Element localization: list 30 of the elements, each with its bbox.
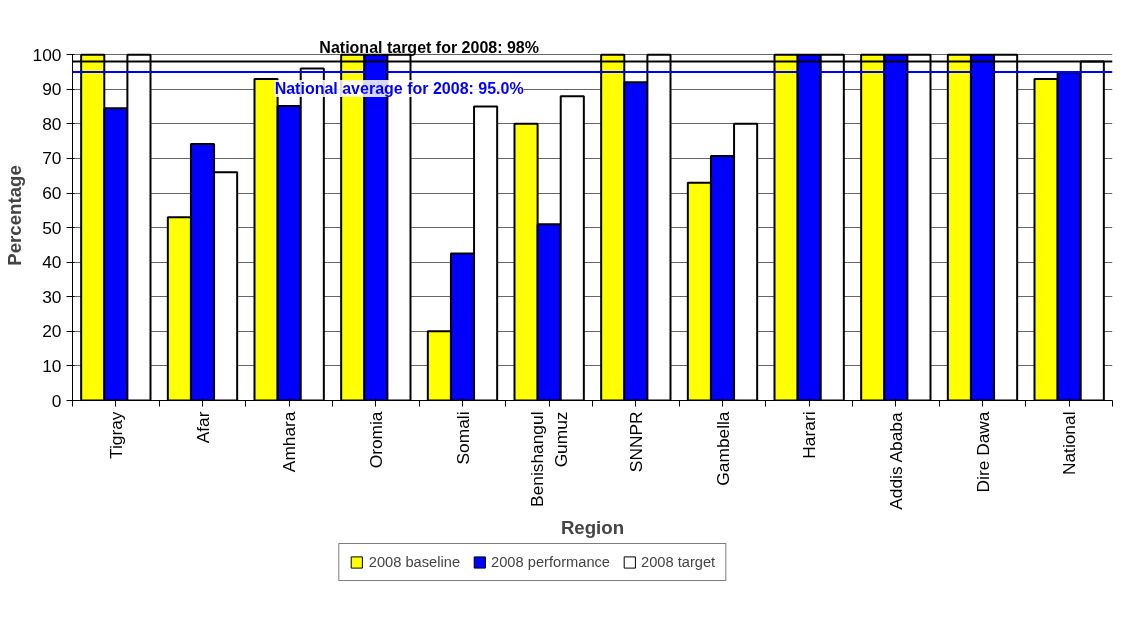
legend-label: 2008 target [641,554,716,570]
legend-label: 2008 performance [491,554,611,570]
x-tick-label: National [1059,411,1080,476]
y-tick-label: 60 [42,183,62,204]
x-tick-label: Benishangul Gumuz [527,411,572,507]
y-axis-title: Percentage [3,165,25,266]
y-tick-label: 80 [42,113,62,134]
y-tick-label: 40 [42,252,62,273]
x-tick-label: Dire Dawa [972,411,993,493]
x-tick-label: Amhara [279,411,300,473]
y-tick-label: 0 [51,390,62,411]
x-tick-label: Gambella [712,411,733,486]
x-tick-label: Oromia [365,411,386,469]
y-tick-label: 90 [42,79,62,100]
y-tick-label: 30 [42,286,62,307]
x-tick-label: Addis Ababa [885,412,906,510]
x-tick-label: Somali [452,411,473,465]
x-tick-label: Afar [192,411,213,444]
ref-line-label: National target for 2008: 98% [319,38,539,56]
x-tick-label: Tigray [105,411,126,459]
y-tick-label: 50 [42,217,62,238]
y-tick-label: 20 [42,321,62,342]
y-tick-label: 100 [32,44,62,65]
ref-line-label: National average for 2008: 95.0% [274,80,524,97]
y-tick-label: 10 [42,355,62,376]
x-tick-label: SNNPR [625,411,646,473]
x-tick-label: Harari [799,411,820,459]
x-axis-title: Region [560,516,625,538]
y-tick-label: 70 [42,148,62,169]
legend-label: 2008 baseline [368,554,461,570]
